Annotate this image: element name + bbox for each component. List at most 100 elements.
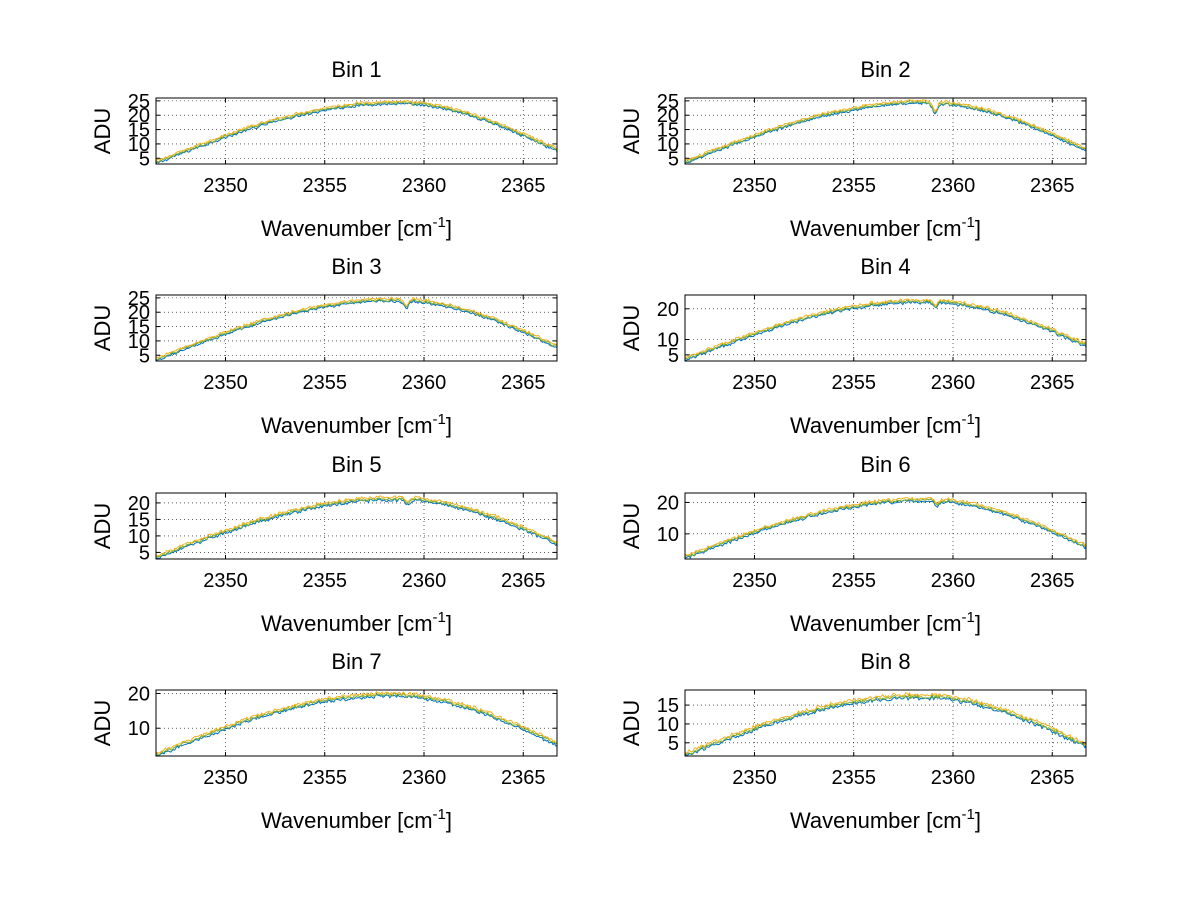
axes-frame	[684, 689, 1087, 757]
subplot-title: Bin 4	[860, 254, 910, 279]
series-line	[155, 691, 558, 754]
y-tick-label: 10	[657, 330, 679, 352]
x-tick-label: 2365	[1030, 570, 1075, 592]
x-tick-label: 2355	[302, 175, 347, 197]
axes-frame	[684, 492, 1087, 560]
x-axis-label: Wavenumber [cm-1]	[790, 411, 981, 438]
y-tick-label: 20	[128, 493, 150, 515]
y-axis-label: ADU	[619, 305, 644, 351]
y-tick-label: 20	[128, 105, 150, 127]
x-axis-label: Wavenumber [cm-1]	[790, 609, 981, 636]
y-axis-label: ADU	[619, 108, 644, 154]
axes-frame	[155, 294, 558, 362]
y-tick-label: 20	[128, 302, 150, 324]
x-tick-label: 2355	[831, 570, 876, 592]
x-tick-label: 2355	[831, 372, 876, 394]
series-line	[156, 694, 558, 756]
x-tick-label: 2360	[402, 570, 447, 592]
y-axis-label: ADU	[90, 700, 115, 746]
series-line	[155, 495, 558, 557]
series-line	[684, 100, 1087, 164]
series-line	[155, 497, 557, 558]
x-tick-label: 2355	[831, 175, 876, 197]
y-tick-label: 25	[128, 91, 150, 113]
series-line	[155, 101, 558, 164]
y-tick-label: 15	[128, 120, 150, 142]
subplot-title: Bin 7	[331, 649, 381, 674]
series-line	[684, 693, 1087, 755]
y-tick-label: 20	[657, 105, 679, 127]
series-line	[155, 99, 558, 162]
x-tick-label: 2350	[203, 175, 248, 197]
series-line	[156, 298, 558, 360]
x-tick-label: 2350	[732, 372, 777, 394]
x-tick-label: 2365	[501, 767, 546, 789]
axes-frame	[155, 492, 558, 560]
axes-frame	[155, 689, 558, 757]
y-tick-label: 20	[128, 683, 150, 705]
y-axis-label: ADU	[619, 503, 644, 549]
y-axis-label: ADU	[619, 700, 644, 746]
y-tick-label: 5	[139, 542, 150, 564]
y-tick-label: 15	[657, 695, 679, 717]
y-tick-label: 5	[668, 148, 679, 170]
x-tick-label: 2360	[402, 175, 447, 197]
y-tick-label: 10	[657, 524, 679, 546]
series-line	[684, 299, 1087, 360]
axes-frame	[684, 97, 1087, 165]
subplot-title: Bin 2	[860, 57, 910, 82]
y-tick-label: 10	[657, 714, 679, 736]
y-tick-label: 10	[128, 718, 150, 740]
series-line	[155, 692, 558, 756]
x-tick-label: 2350	[732, 175, 777, 197]
x-axis-label: Wavenumber [cm-1]	[261, 411, 452, 438]
x-tick-label: 2360	[931, 175, 976, 197]
y-axis-label: ADU	[90, 305, 115, 351]
series-line	[684, 498, 1087, 558]
y-tick-label: 10	[128, 526, 150, 548]
x-tick-label: 2365	[1030, 175, 1075, 197]
x-tick-label: 2355	[302, 372, 347, 394]
axes-frame	[684, 294, 1087, 362]
x-tick-label: 2350	[203, 570, 248, 592]
x-tick-label: 2365	[501, 570, 546, 592]
x-tick-label: 2355	[831, 767, 876, 789]
x-tick-label: 2360	[402, 372, 447, 394]
y-tick-label: 5	[668, 733, 679, 755]
x-axis-label: Wavenumber [cm-1]	[790, 806, 981, 833]
subplot-6: 2350 2355 2360 2365 10 20 Bin 6 Wavenumber [cm-…	[619, 452, 1087, 636]
x-tick-label: 2360	[931, 767, 976, 789]
subplot-title: Bin 8	[860, 649, 910, 674]
series-line	[155, 296, 558, 359]
x-tick-label: 2360	[931, 372, 976, 394]
subplot-7: 2350 2355 2360 2365 10 20 Bin 7 Wavenumber [cm-…	[90, 649, 558, 833]
x-tick-label: 2355	[302, 767, 347, 789]
series-line	[155, 102, 558, 164]
y-axis-label: ADU	[90, 503, 115, 549]
y-tick-label: 10	[657, 134, 679, 156]
x-axis-label: Wavenumber [cm-1]	[261, 214, 452, 241]
x-tick-label: 2360	[931, 570, 976, 592]
y-tick-label: 25	[128, 288, 150, 310]
x-tick-label: 2355	[302, 570, 347, 592]
y-tick-label: 10	[128, 331, 150, 353]
series-line	[684, 497, 1087, 556]
x-tick-label: 2365	[1030, 767, 1075, 789]
y-tick-label: 5	[139, 148, 150, 170]
subplot-title: Bin 1	[331, 57, 381, 82]
series-line	[155, 497, 558, 559]
series-line	[685, 300, 1087, 361]
y-tick-label: 5	[668, 345, 679, 367]
x-axis-label: Wavenumber [cm-1]	[790, 214, 981, 241]
series-line	[684, 695, 1087, 756]
subplot-title: Bin 5	[331, 452, 381, 477]
x-tick-label: 2350	[732, 570, 777, 592]
x-axis-label: Wavenumber [cm-1]	[261, 806, 452, 833]
x-tick-label: 2365	[501, 372, 546, 394]
y-tick-label: 15	[128, 317, 150, 339]
x-tick-label: 2350	[732, 767, 777, 789]
